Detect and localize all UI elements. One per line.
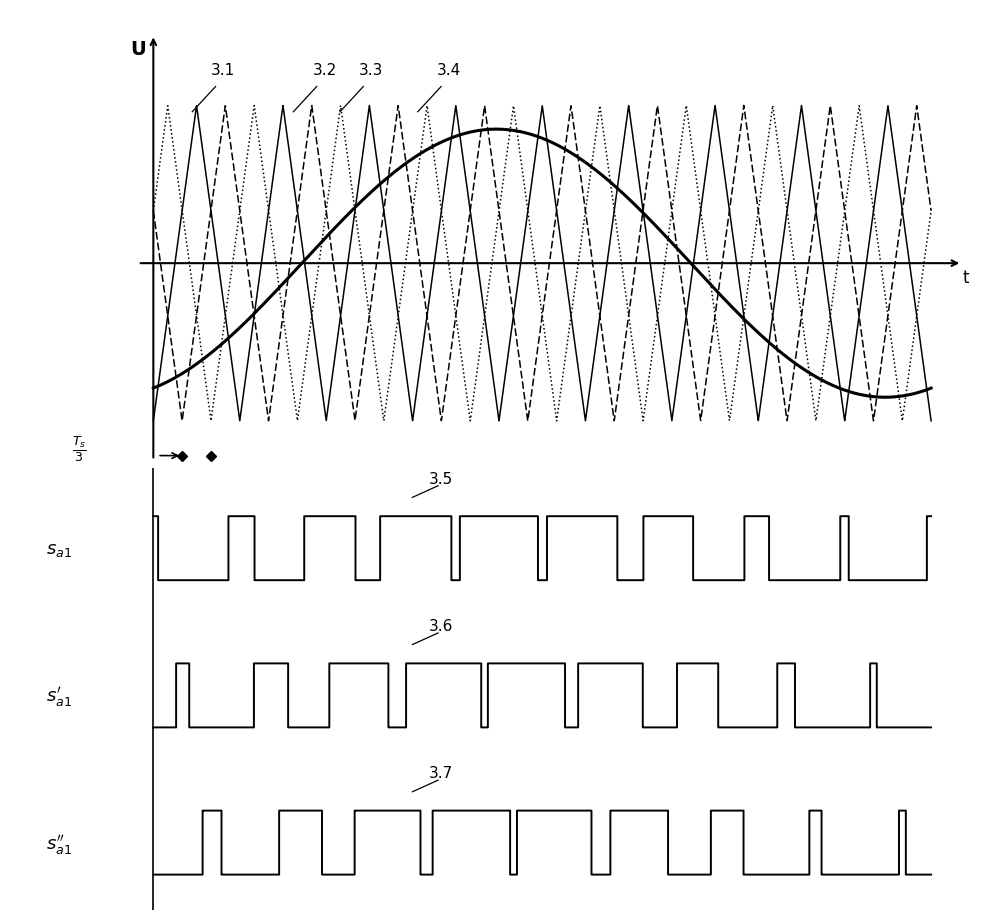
- Text: 3.2: 3.2: [312, 63, 337, 78]
- Text: U: U: [130, 40, 146, 59]
- Text: 3.3: 3.3: [359, 63, 383, 78]
- Text: 3.7: 3.7: [429, 766, 453, 780]
- Text: t: t: [962, 268, 969, 287]
- Text: $s_{a1}''$: $s_{a1}''$: [46, 832, 72, 856]
- Text: 3.4: 3.4: [437, 63, 461, 78]
- Text: 3.5: 3.5: [429, 471, 453, 486]
- Text: $\frac{T_s}{3}$: $\frac{T_s}{3}$: [72, 433, 87, 463]
- Text: 3.1: 3.1: [211, 63, 235, 78]
- Text: $s_{a1}$: $s_{a1}$: [46, 540, 72, 559]
- Text: $s_{a1}'$: $s_{a1}'$: [46, 685, 72, 709]
- Text: 3.6: 3.6: [429, 618, 453, 633]
